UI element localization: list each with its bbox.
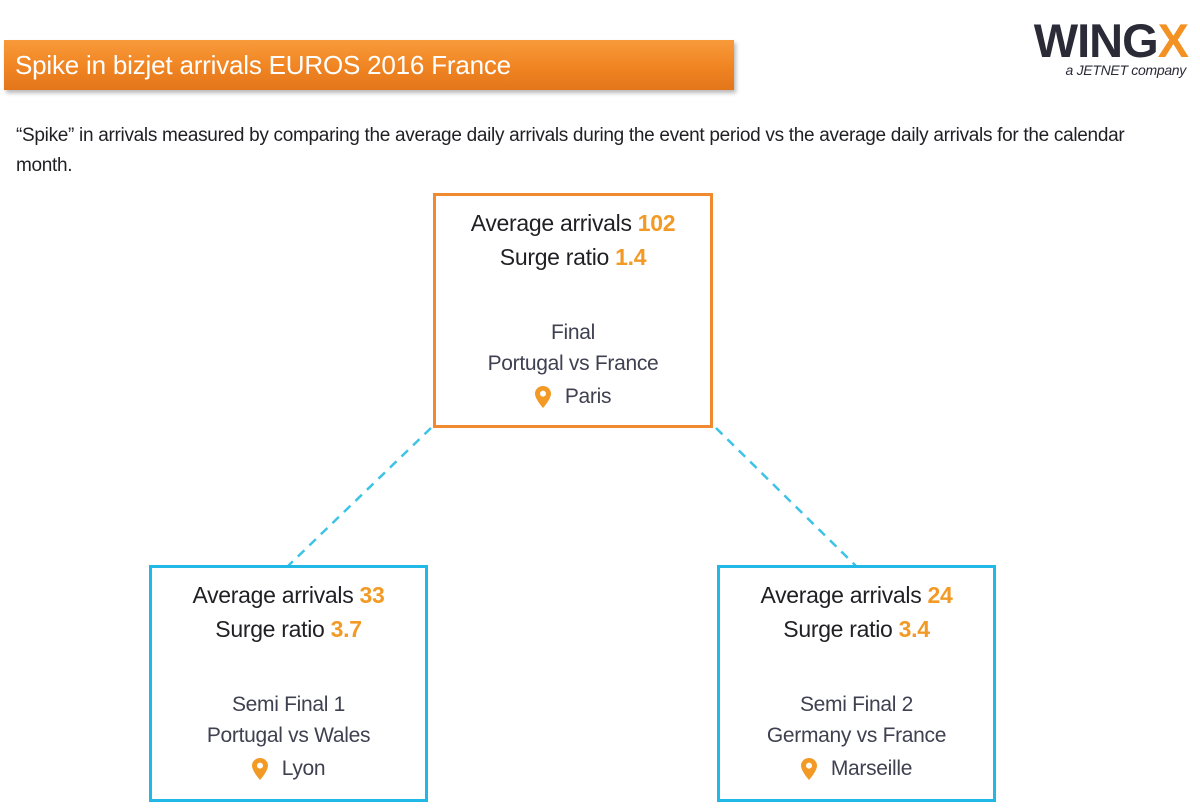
city-name: Marseille [830,757,913,780]
logo-word: WING [1033,14,1159,67]
match-box-semi-final-1: Average arrivals 33 Surge ratio 3.7 Semi… [149,565,428,802]
surge-ratio-value: 3.7 [330,616,362,642]
avg-arrivals-value: 24 [927,582,953,608]
surge-ratio-row: Surge ratio 3.7 [215,616,362,642]
city-name: Paris [564,385,612,408]
intro-text: “Spike” in arrivals measured by comparin… [16,125,1125,176]
avg-arrivals-value: 33 [359,582,385,608]
avg-arrivals-row: Average arrivals 102 [470,210,676,236]
avg-arrivals-row: Average arrivals 24 [760,582,953,608]
match-info: Semi Final 2 Germany vs France Marseille [720,689,993,787]
surge-ratio-value: 3.4 [898,616,930,642]
match-teams: Portugal vs Wales [206,724,371,747]
wingx-logo: WINGX a JETNET company [1034,17,1196,82]
surge-ratio-row: Surge ratio 3.4 [783,616,930,642]
match-location: Lyon [152,751,425,787]
connector-final-semi2 [715,427,857,567]
page-title: Spike in bizjet arrivals EUROS 2016 Fran… [15,49,511,80]
match-teams: Portugal vs France [487,352,659,375]
match-info: Semi Final 1 Portugal vs Wales Lyon [152,689,425,787]
connector-final-semi1 [287,427,432,567]
match-stage: Semi Final 2 [799,693,914,716]
match-teams: Germany vs France [766,724,947,747]
map-pin-icon [800,758,817,780]
match-location: Marseille [720,751,993,787]
match-box-final: Average arrivals 102 Surge ratio 1.4 Fin… [433,193,713,428]
city-name: Lyon [281,757,326,780]
match-info: Final Portugal vs France Paris [436,317,710,415]
match-box-semi-final-2: Average arrivals 24 Surge ratio 3.4 Semi… [717,565,996,802]
map-pin-icon [251,758,268,780]
logo-tagline: a JETNET company [1065,62,1187,78]
match-stage: Semi Final 1 [231,693,346,716]
logo-accent: X [1157,14,1189,67]
surge-ratio-row: Surge ratio 1.4 [499,244,647,270]
avg-arrivals-row: Average arrivals 33 [192,582,385,608]
match-stage: Final [550,321,596,344]
title-banner: Spike in bizjet arrivals EUROS 2016 Fran… [4,40,734,90]
surge-ratio-value: 1.4 [615,244,647,270]
avg-arrivals-value: 102 [637,210,676,236]
map-pin-icon [534,386,551,408]
match-location: Paris [436,379,710,415]
